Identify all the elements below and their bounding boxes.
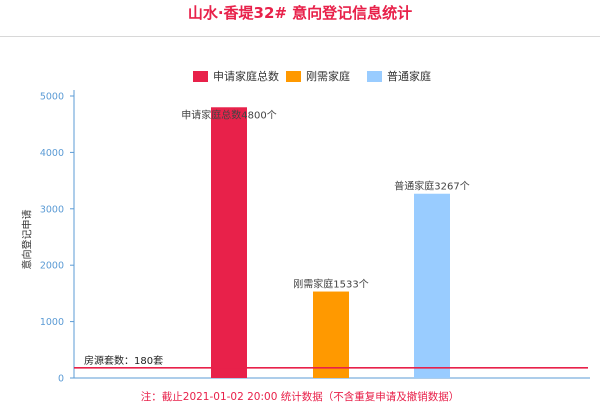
chart-title: 山水·香堤32# 意向登记信息统计 xyxy=(187,4,413,22)
data-label-1: 申请家庭总数4800个 xyxy=(181,108,276,121)
footnote: 注：截止2021-01-02 20:00 统计数据（不含重复申请及撤销数据） xyxy=(140,391,460,403)
y-tick-label: 5000 xyxy=(40,92,64,103)
legend-item-total[interactable]: 申请家庭总数 xyxy=(193,68,279,84)
reference-line-label: 房源套数：180套 xyxy=(84,354,163,367)
legend-swatch-total xyxy=(193,70,208,82)
data-label-3: 普通家庭3267个 xyxy=(394,180,469,193)
data-label-2: 刚需家庭1533个 xyxy=(293,278,368,291)
bar-1 xyxy=(211,107,247,378)
legend: 申请家庭总数 刚需家庭 普通家庭 xyxy=(0,68,600,84)
title-divider xyxy=(0,36,600,37)
bar-2 xyxy=(313,291,349,378)
legend-swatch-rigid xyxy=(286,70,301,82)
y-tick-label: 3000 xyxy=(40,204,64,215)
y-tick-label: 1000 xyxy=(40,317,64,328)
bar-3 xyxy=(414,193,450,378)
legend-item-rigid[interactable]: 刚需家庭 xyxy=(286,68,350,84)
legend-item-normal[interactable]: 普通家庭 xyxy=(367,68,431,84)
legend-label-rigid: 刚需家庭 xyxy=(306,70,350,83)
y-tick-label: 4000 xyxy=(40,148,64,159)
legend-label-normal: 普通家庭 xyxy=(387,70,431,83)
legend-swatch-normal xyxy=(367,70,382,82)
y-tick-label: 2000 xyxy=(40,261,64,272)
y-tick-label: 0 xyxy=(58,374,64,385)
legend-label-total: 申请家庭总数 xyxy=(213,70,279,83)
